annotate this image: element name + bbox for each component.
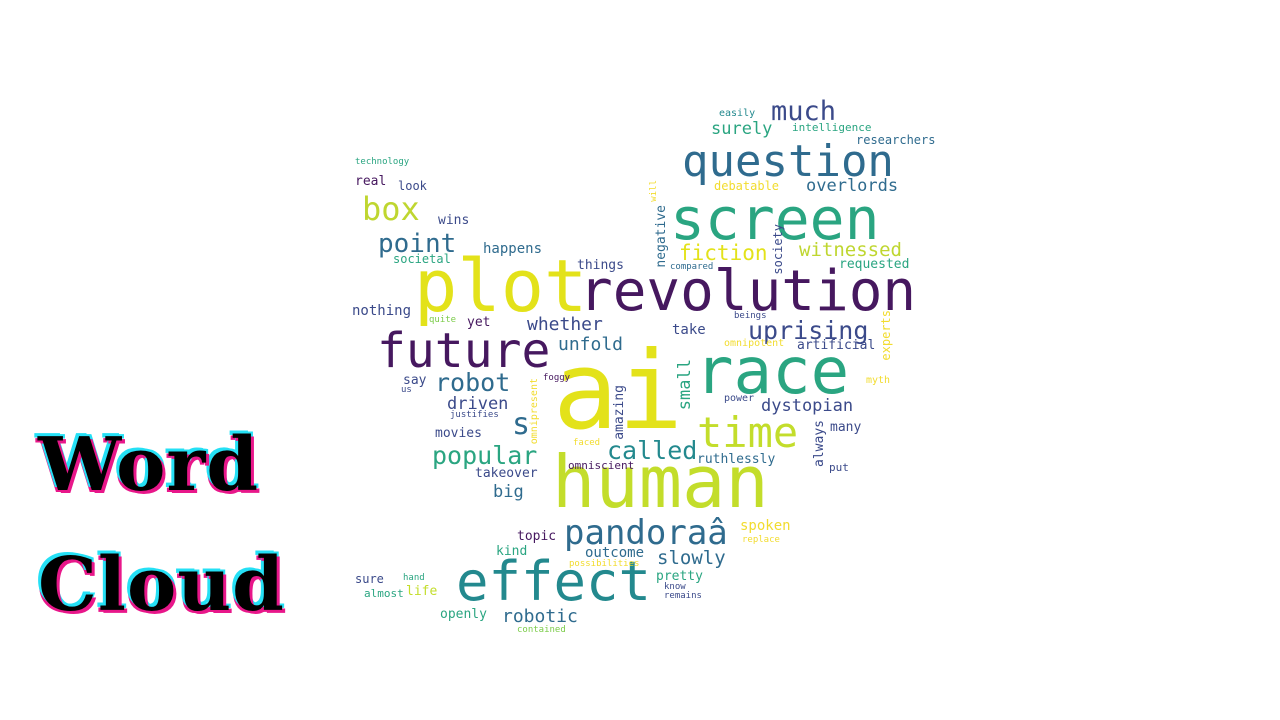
- word-nothing: nothing: [352, 303, 412, 319]
- word-us: us: [401, 385, 412, 395]
- word-omniscient: omniscient: [568, 459, 635, 472]
- word-point: point: [378, 229, 457, 259]
- word-topic: topic: [517, 529, 557, 544]
- word-omnipresent: omnipresent: [529, 378, 540, 445]
- word-surely: surely: [711, 119, 773, 139]
- word-society: society: [771, 224, 785, 275]
- word-slowly: slowly: [657, 547, 726, 569]
- word-fiction: fiction: [679, 241, 768, 265]
- word-outcome: outcome: [585, 545, 645, 561]
- word-omnipotent: omnipotent: [724, 338, 785, 349]
- word-future: future: [377, 323, 551, 379]
- word-plot: plot: [414, 244, 588, 328]
- word-time: time: [697, 408, 799, 457]
- word-will: will: [649, 180, 659, 202]
- word-called: called: [607, 436, 698, 465]
- word-driven: driven: [447, 394, 509, 414]
- word-takeover: takeover: [475, 466, 538, 481]
- word-pretty: pretty: [656, 569, 703, 584]
- word-faced: faced: [573, 438, 601, 448]
- word-race: race: [695, 335, 850, 409]
- word-almost: almost: [364, 587, 404, 600]
- word-requested: requested: [839, 257, 910, 272]
- word-unfold: unfold: [558, 334, 624, 355]
- word-take: take: [672, 322, 706, 338]
- word-openly: openly: [440, 607, 487, 622]
- word-always: always: [812, 420, 827, 467]
- word-sure: sure: [355, 572, 384, 586]
- word-spoken: spoken: [740, 518, 791, 534]
- word-happens: happens: [483, 241, 543, 257]
- word-easily: easily: [719, 108, 756, 119]
- word-uprising: uprising: [748, 316, 869, 345]
- word-movies: movies: [435, 426, 482, 441]
- word-know: know: [664, 582, 686, 592]
- word-small: small: [675, 359, 695, 411]
- word-dystopian: dystopian: [761, 396, 854, 416]
- word-technology: technology: [355, 157, 410, 167]
- word-popular: popular: [432, 441, 538, 470]
- word-look: look: [398, 179, 427, 193]
- word-debatable: debatable: [714, 179, 780, 193]
- word-compared: compared: [670, 262, 714, 272]
- word-pandora: pandoraâ: [564, 513, 728, 553]
- word-effect: effect: [456, 550, 652, 613]
- word-beings: beings: [734, 311, 767, 321]
- word-contained: contained: [517, 625, 566, 635]
- word-quite: quite: [429, 315, 457, 325]
- word-revolution: revolution: [579, 259, 917, 324]
- word-whether: whether: [527, 314, 603, 335]
- word-artificial: artificial: [797, 338, 876, 353]
- word-much: much: [771, 96, 837, 127]
- word-s: s: [512, 407, 531, 442]
- word-life: life: [406, 584, 438, 599]
- word-societal: societal: [393, 252, 451, 266]
- word-witnessed: witnessed: [799, 239, 902, 261]
- word-robot: robot: [435, 368, 511, 397]
- word-say: say: [403, 373, 427, 388]
- word-kind: kind: [496, 544, 528, 559]
- word-screen: screen: [670, 185, 880, 253]
- word-robotic: robotic: [502, 606, 578, 627]
- word-many: many: [830, 420, 862, 435]
- word-overlords: overlords: [806, 176, 899, 196]
- word-foggy: foggy: [543, 373, 571, 383]
- word-hand: hand: [403, 573, 425, 583]
- word-big: big: [493, 482, 524, 502]
- word-things: things: [577, 258, 624, 273]
- word-amazing: amazing: [612, 385, 627, 440]
- word-possibilities: possibilities: [569, 559, 640, 569]
- word-box: box: [362, 190, 420, 228]
- word-power: power: [724, 393, 755, 404]
- word-intelligence: intelligence: [792, 121, 872, 134]
- word-question: question: [682, 136, 894, 187]
- word-experts: experts: [879, 310, 893, 361]
- word-myth: myth: [866, 375, 891, 386]
- word-ruthlessly: ruthlessly: [697, 452, 776, 467]
- word-real: real: [355, 174, 387, 189]
- word-human: human: [552, 440, 769, 524]
- word-put: put: [829, 461, 849, 474]
- word-replace: replace: [742, 535, 780, 545]
- word-ai: ai: [553, 329, 684, 454]
- word-justifies: justifies: [450, 410, 499, 420]
- heading-word: Word: [38, 422, 260, 508]
- word-wins: wins: [438, 213, 470, 228]
- word-negative: negative: [654, 205, 669, 268]
- word-researchers: researchers: [856, 133, 936, 147]
- heading-cloud: Cloud: [38, 542, 285, 628]
- word-yet: yet: [467, 315, 491, 330]
- word-remains: remains: [664, 591, 702, 601]
